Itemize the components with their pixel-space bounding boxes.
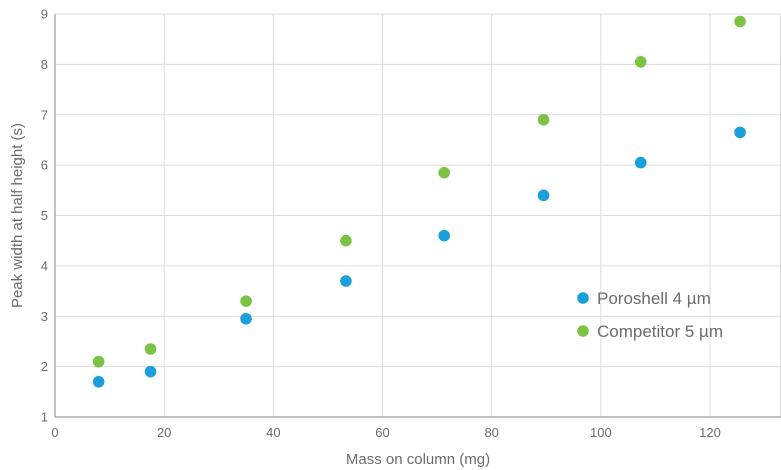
data-point-series-0 [438, 229, 451, 242]
legend-label: Competitor 5 µm [597, 322, 723, 341]
y-tick-label: 2 [41, 359, 48, 374]
data-point-series-1 [144, 343, 157, 355]
data-point-series-1 [340, 234, 352, 247]
data-point-series-0 [340, 275, 352, 287]
data-point-series-0 [92, 375, 105, 388]
data-point-series-0 [734, 126, 746, 139]
y-tick-label: 7 [41, 107, 48, 122]
x-tick-label: 0 [51, 425, 58, 440]
y-tick-label: 9 [41, 7, 48, 22]
data-point-series-1 [734, 15, 746, 28]
data-point-series-1 [240, 295, 252, 307]
x-tick-label: 80 [484, 425, 498, 440]
axes [54, 14, 781, 418]
y-axis-title: Peak width at half height (s) [9, 123, 26, 308]
legend: Poroshell 4 µm Competitor 5 µm [577, 289, 723, 341]
data-point-series-1 [537, 113, 550, 126]
y-axis-ticks: 1 2 3 4 5 6 7 8 9 [41, 7, 48, 425]
y-tick-label: 4 [41, 258, 48, 273]
data-point-series-0 [537, 189, 550, 202]
y-tick-label: 6 [41, 158, 48, 173]
data-point-series-1 [634, 56, 647, 68]
x-axis-title: Mass on column (mg) [346, 451, 490, 468]
data-point-series-1 [438, 166, 451, 179]
legend-label: Poroshell 4 µm [597, 289, 711, 308]
data-point-series-0 [240, 312, 252, 325]
x-tick-label: 60 [375, 425, 389, 440]
grid [55, 13, 781, 417]
x-axis-ticks: 0 20 40 60 80 100 120 [51, 425, 721, 440]
y-tick-label: 8 [41, 57, 48, 72]
x-tick-label: 120 [699, 425, 721, 440]
data-point-series-0 [144, 365, 157, 378]
legend-marker [577, 292, 589, 304]
data-point-series-1 [92, 355, 105, 368]
y-tick-label: 5 [41, 208, 48, 223]
legend-marker [577, 325, 589, 337]
x-tick-label: 20 [157, 425, 171, 440]
y-tick-label: 3 [41, 309, 48, 324]
x-tick-label: 40 [266, 425, 280, 440]
data-points [92, 15, 746, 388]
data-point-series-0 [634, 156, 647, 169]
y-tick-label: 1 [41, 410, 48, 425]
x-tick-label: 100 [590, 425, 612, 440]
